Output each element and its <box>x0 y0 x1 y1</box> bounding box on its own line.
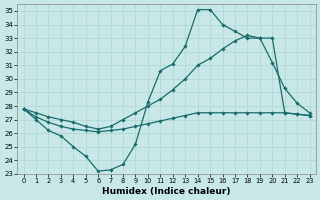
X-axis label: Humidex (Indice chaleur): Humidex (Indice chaleur) <box>102 187 231 196</box>
